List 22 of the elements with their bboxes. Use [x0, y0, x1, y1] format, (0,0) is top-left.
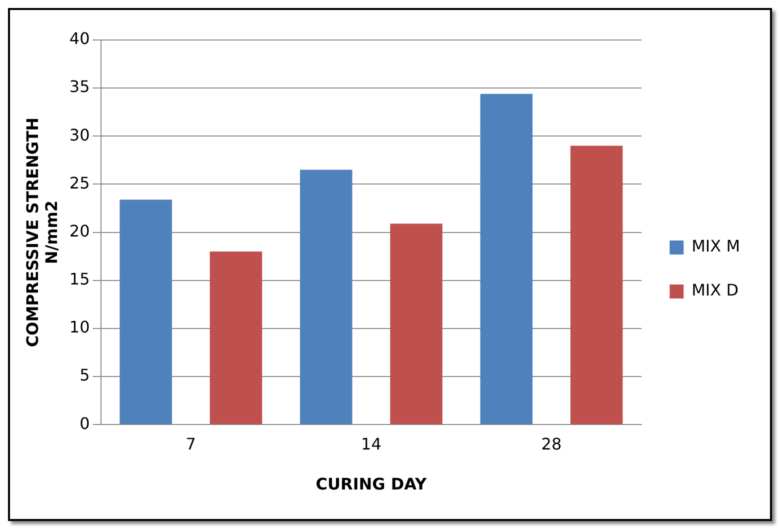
legend-label: MIX M — [692, 236, 740, 256]
x-tick-label: 14 — [361, 434, 382, 454]
x-axis-title: CURING DAY — [316, 474, 428, 494]
bar — [480, 94, 533, 424]
bar — [390, 224, 442, 424]
y-tick-label: 15 — [69, 270, 90, 289]
y-tick-label: 30 — [69, 125, 90, 144]
x-tick-label: 28 — [541, 434, 562, 454]
y-tick-label: 25 — [69, 173, 90, 192]
y-axis-title: COMPRESSIVE STRENGTH N/mm2 — [22, 117, 61, 348]
y-tick-label: 40 — [69, 29, 90, 48]
x-tick-label: 7 — [186, 434, 196, 454]
bar — [120, 200, 172, 424]
bar — [300, 170, 352, 424]
bar — [210, 252, 262, 424]
bar — [570, 146, 623, 424]
y-tick-label: 10 — [69, 318, 90, 337]
y-tick-label: 35 — [69, 77, 90, 96]
y-tick-label: 5 — [80, 366, 90, 385]
legend-label: MIX D — [692, 280, 739, 300]
y-tick-label: 0 — [80, 414, 90, 433]
y-tick-label: 20 — [69, 221, 90, 240]
